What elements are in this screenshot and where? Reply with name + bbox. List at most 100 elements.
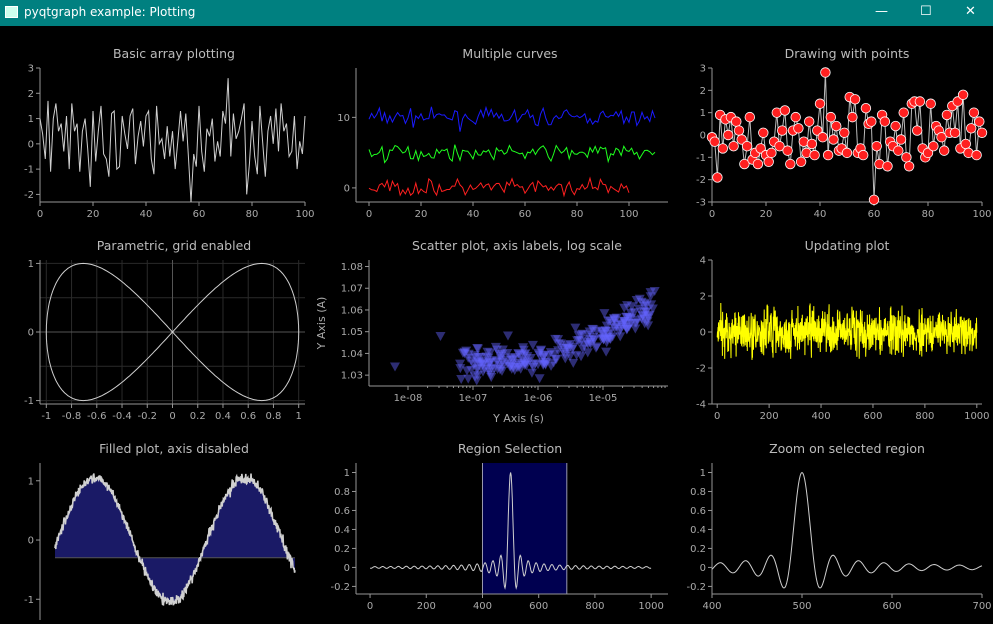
x-tick-label: 40 (140, 209, 153, 220)
title-bar: pyqtgraph example: Plotting — ☐ ✕ (0, 0, 993, 26)
scatter-point (472, 370, 483, 380)
x-tick-label: 0 (367, 601, 373, 612)
scatter-point (576, 352, 587, 362)
plot-panel-3: Drawing with points 0 20 40 60 80 100 -3 -2 -1 0 1 2… (696, 46, 992, 220)
data-point (758, 127, 769, 138)
scatter-point (585, 339, 596, 349)
scatter-point (570, 323, 581, 333)
scatter-point (513, 349, 524, 359)
x-tick-label: 600 (863, 411, 882, 422)
scatter-point (466, 356, 477, 366)
data-point (741, 140, 753, 152)
scatter-point (625, 308, 636, 318)
scatter-point (543, 350, 554, 360)
data-point (928, 140, 939, 152)
data-point (820, 67, 831, 78)
scatter-point (483, 364, 494, 374)
scatter-point (579, 340, 590, 350)
scatter-point (646, 300, 657, 310)
data-point (822, 149, 834, 161)
y-tick-label: 0.6 (690, 506, 706, 517)
x-tick-label: 80 (571, 209, 584, 220)
scatter-point (572, 336, 583, 346)
minimize-button[interactable]: — (857, 0, 903, 26)
y-tick-label: 1.08 (341, 262, 363, 273)
y-tick-label: 1 (28, 114, 34, 125)
y-tick-label: 0.8 (334, 487, 350, 498)
data-point (839, 127, 850, 138)
data-point (936, 132, 947, 143)
data-point (971, 149, 982, 161)
y-tick-label: 0 (700, 131, 706, 142)
scatter-point (512, 363, 523, 373)
filled-area (55, 473, 295, 606)
scatter-point (459, 347, 470, 357)
scatter-point (636, 314, 647, 324)
scatter-point (545, 348, 556, 358)
scatter-point (390, 362, 400, 372)
y-tick-label: -1 (24, 396, 34, 407)
x-tick-label: 0 (169, 411, 175, 422)
scatter-point (567, 345, 578, 355)
y-tick-label: 0 (700, 563, 706, 574)
y-tick-label: 4 (700, 256, 706, 267)
scatter-point (597, 328, 608, 338)
x-tick-label: 100 (972, 209, 991, 220)
data-point (752, 158, 764, 170)
scatter-point (482, 347, 493, 357)
scatter-point (611, 313, 622, 323)
scatter-point (489, 364, 500, 374)
x-tick-label: 400 (702, 601, 721, 612)
scatter-point (597, 334, 608, 344)
scatter-point (640, 298, 651, 308)
scatter-point (622, 325, 633, 335)
scatter-point (642, 311, 653, 321)
scatter-point (521, 361, 532, 371)
scatter-point (634, 294, 645, 304)
x-tick-label: 1e-07 (459, 393, 488, 404)
scatter-point (518, 345, 529, 355)
scatter-point (591, 326, 602, 336)
close-button[interactable]: ✕ (947, 0, 993, 26)
scatter-point (637, 311, 648, 321)
scatter-point (632, 315, 643, 325)
maximize-icon: ☐ (920, 4, 932, 19)
y-tick-label: -2 (696, 175, 706, 186)
scatter-point (591, 343, 602, 353)
scatter-point (475, 359, 486, 369)
scatter-point (527, 340, 538, 350)
x-tick-label: 20 (760, 209, 773, 220)
x-tick-label: 800 (585, 601, 604, 612)
data-point (733, 125, 745, 136)
scatter-point (573, 335, 584, 345)
scatter-point (490, 342, 501, 352)
scatter-point (486, 373, 497, 383)
data-point (744, 111, 756, 123)
scatter-point (515, 364, 526, 374)
scatter-point (621, 312, 632, 322)
scatter-point (577, 344, 588, 354)
scatter-point (491, 345, 502, 355)
data-point (866, 116, 877, 127)
scatter-point (495, 354, 506, 364)
scatter-point (496, 351, 507, 361)
scatter-point (469, 351, 480, 361)
plot-title: Updating plot (805, 238, 890, 253)
plot-title: Multiple curves (462, 46, 557, 61)
scatter-point (538, 359, 549, 369)
y-tick-label: 0.8 (690, 487, 706, 498)
x-tick-label: 100 (619, 209, 638, 220)
scatter-point (483, 360, 494, 370)
data-point (728, 140, 739, 152)
scatter-point (472, 343, 483, 353)
scatter-point (535, 346, 546, 356)
x-tick-label: -0.2 (138, 411, 158, 422)
maximize-button[interactable]: ☐ (902, 0, 948, 26)
scatter-point (509, 365, 520, 375)
scatter-point (636, 297, 647, 307)
scatter-point (514, 360, 525, 370)
scatter-point (597, 326, 608, 336)
x-tick-label: 40 (814, 209, 827, 220)
scatter-point (619, 303, 630, 313)
data-point (825, 111, 837, 123)
